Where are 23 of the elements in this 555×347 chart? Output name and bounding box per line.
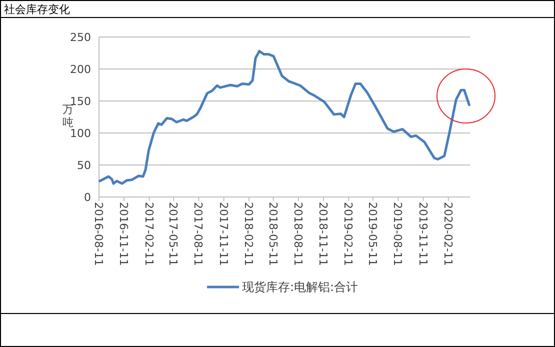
x-tick-label: 2018-08-11 [291, 202, 304, 266]
y-tick-label: 250 [70, 31, 91, 44]
x-tick-label: 2018-02-11 [242, 202, 255, 266]
y-tick-label: 50 [77, 159, 91, 172]
y-tick-label: 200 [70, 63, 91, 76]
x-tick-label: 2017-08-11 [192, 202, 205, 266]
x-tick-label: 2017-02-11 [142, 202, 156, 266]
x-tick-label: 2019-05-11 [366, 202, 380, 266]
legend-label: 现货库存:电解铝:合计 [242, 280, 358, 294]
x-tick-label: 2016-08-11 [92, 202, 105, 266]
x-tick-label: 2018-11-11 [316, 202, 330, 266]
x-tick-label: 2019-02-11 [342, 202, 355, 266]
x-tick-label: 2020-02-11 [441, 202, 454, 266]
x-tick-label: 2018-05-11 [266, 202, 280, 266]
x-tick-label: 2019-11-11 [416, 202, 430, 266]
x-tick-label: 2016-11-11 [117, 202, 130, 266]
line-series [98, 50, 470, 185]
y-tick-label: 100 [70, 127, 91, 140]
x-tick-label: 2019-08-11 [391, 202, 404, 266]
y-tick-label: 0 [84, 191, 91, 204]
x-tick-label: 2017-11-11 [216, 202, 230, 266]
chart-title: 社会库存变化 [4, 3, 70, 16]
x-tick-label: 2017-05-11 [166, 202, 180, 266]
